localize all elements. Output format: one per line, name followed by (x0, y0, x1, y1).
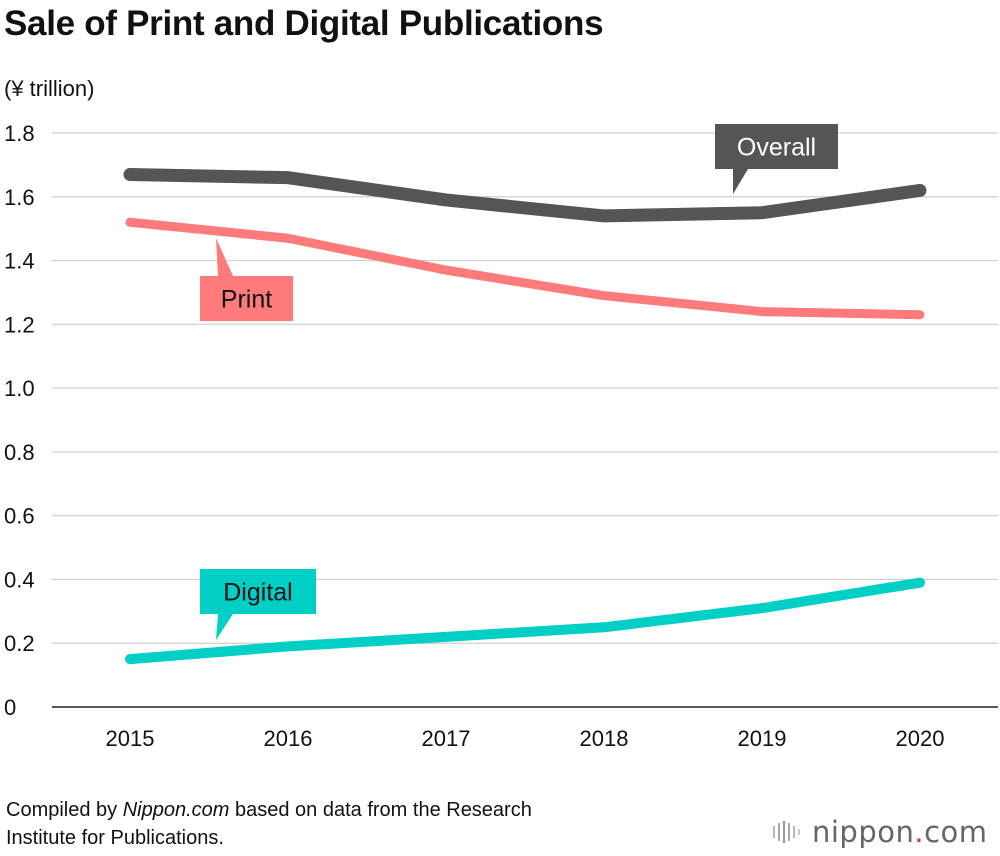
callout-digital: Digital (200, 569, 316, 640)
series-line-overall (123, 167, 927, 223)
source-line2: Institute for Publications. (6, 827, 224, 849)
callout-label: Overall (737, 134, 816, 162)
x-tick-label: 2017 (422, 726, 471, 751)
y-axis-ticks: 0 0.2 0.4 0.6 0.8 1.0 1.2 1.4 1.6 1.8 (4, 121, 35, 720)
y-tick-label: 0.8 (4, 440, 35, 465)
y-tick-label: 0 (4, 695, 16, 720)
x-tick-label: 2016 (264, 726, 313, 751)
source-note: Compiled by Nippon.com based on data fro… (6, 796, 532, 852)
series-line-print (125, 217, 925, 320)
y-tick-label: 0.6 (4, 504, 35, 529)
y-tick-label: 1.2 (4, 312, 35, 337)
source-prefix: Compiled by (6, 799, 123, 821)
x-tick-label: 2015 (106, 726, 155, 751)
y-tick-label: 1.8 (4, 121, 35, 146)
source-name: Nippon.com (122, 799, 230, 821)
line-chart: 00.20.40.60.81.01.21.41.61.8 2015 2016 201… (4, 121, 998, 751)
gridlines (52, 132, 998, 708)
y-tick-label: 0.2 (4, 631, 35, 656)
nippon-logo: nippon.com (772, 812, 988, 852)
y-axis-unit-label: (¥ trillion) (4, 76, 95, 101)
series-line-digital (125, 577, 925, 665)
callout-label: Print (221, 286, 272, 314)
callout-print: Print (200, 238, 293, 321)
y-tick-label: 1.6 (4, 185, 35, 210)
callout-overall: Overall (715, 124, 838, 194)
source-suffix: based on data from the Research (229, 799, 532, 821)
x-tick-label: 2018 (580, 726, 629, 751)
chart-title: Sale of Print and Digital Publications (4, 4, 604, 43)
x-tick-label: 2019 (738, 726, 787, 751)
series-callouts: Overall Print Digital (200, 124, 838, 640)
y-tick-label: 1.4 (4, 249, 35, 274)
logo-bars-icon (773, 821, 800, 843)
y-tick-label: 0.4 (4, 567, 35, 592)
y-tick-label: 1.0 (4, 376, 35, 401)
x-axis-ticks: 2015 2016 2017 2018 2019 2020 (106, 726, 945, 751)
series-lines (123, 167, 927, 665)
callout-label: Digital (223, 579, 292, 607)
x-tick-label: 2020 (896, 726, 945, 751)
logo-wordmark: nippon.com (812, 815, 988, 849)
